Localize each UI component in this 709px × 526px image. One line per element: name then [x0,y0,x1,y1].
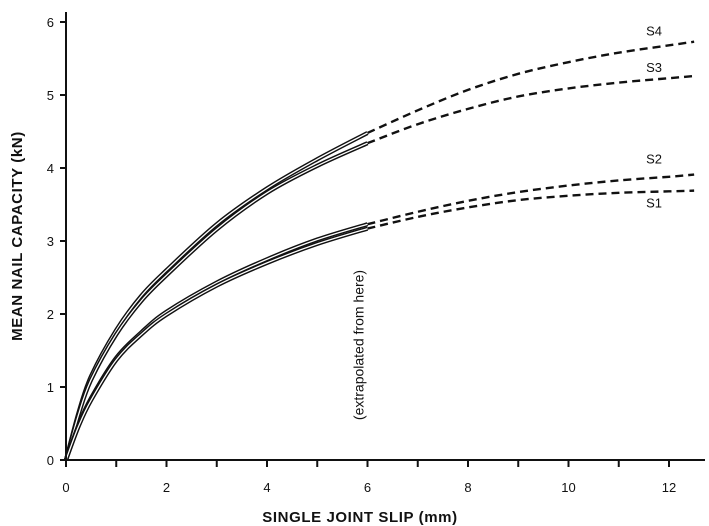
x-tick-label: 6 [364,480,371,495]
series-s4-measured-outline [63,131,369,461]
series-s4-measured-inner [65,132,368,461]
series-label-s1: S1 [646,196,662,211]
y-axis-label: MEAN NAIL CAPACITY (kN) [9,131,26,341]
series-label-s3: S3 [646,60,662,75]
series-s2-extrapolated [367,173,695,226]
x-tick-label: 4 [263,480,270,495]
x-tick-label: 8 [464,480,471,495]
series-s1-measured-inner [65,227,368,461]
curves-layer: S4 S3 S2 S1 [63,24,695,461]
y-tick-label: 3 [47,234,54,249]
y-tick-label: 1 [47,380,54,395]
x-tick-label: 2 [163,480,170,495]
series-label-s4: S4 [646,24,662,39]
series-s4-extrapolated [367,40,695,135]
labels-layer: MEAN NAIL CAPACITY (kN) SINGLE JOINT SLI… [9,131,457,526]
series-s3-measured-inner [65,142,368,461]
series-s1-extrapolated [367,189,695,230]
extrapolation-annotation: (extrapolated from here) [351,270,367,420]
y-tick-label: 6 [47,15,54,30]
x-tick-label: 0 [62,480,69,495]
y-tick-label: 4 [47,161,54,176]
series-label-s2: S2 [646,152,662,167]
y-tick-label: 5 [47,88,54,103]
series-s3-measured-outline [63,141,369,461]
y-tick-label: 2 [47,307,54,322]
x-tick-label: 10 [561,480,575,495]
series-s3-extrapolated [367,74,695,145]
x-tick-label: 12 [662,480,676,495]
y-tick-label: 0 [47,453,54,468]
x-axis-label: SINGLE JOINT SLIP (mm) [262,509,457,526]
